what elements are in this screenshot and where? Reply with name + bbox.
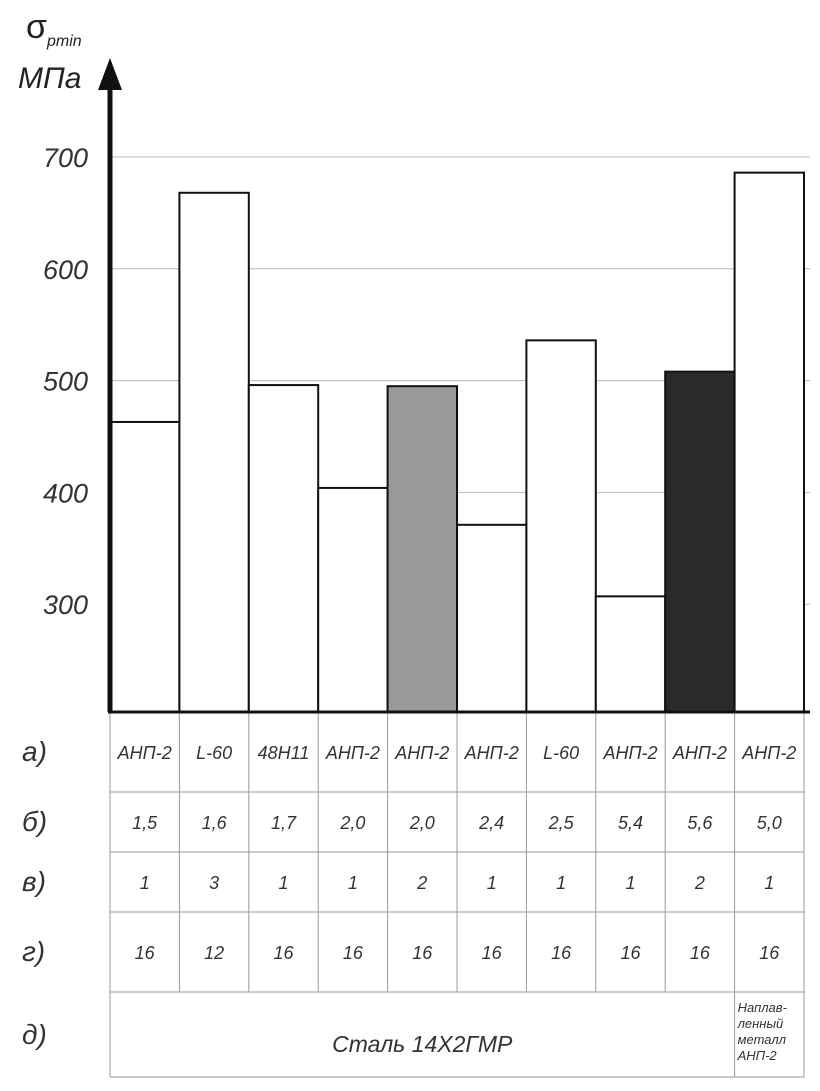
table-row-label: а) [22, 736, 47, 767]
bar [109, 420, 181, 713]
table-cell: 5,4 [618, 813, 643, 833]
table-cell: L-60 [196, 743, 232, 763]
table-cell: АНП-2 [394, 743, 449, 763]
table-cell: 16 [690, 943, 711, 963]
bar [178, 191, 250, 713]
y-axis-arrow-icon [98, 58, 122, 90]
table-cell: 1 [278, 873, 288, 893]
table-cell: 5,6 [687, 813, 713, 833]
y-tick-label: 700 [43, 143, 88, 173]
table-cell: 12 [204, 943, 224, 963]
table-cell: 16 [135, 943, 156, 963]
table-cell: АНП-2 [464, 743, 519, 763]
data-table: а) АНП-2 L-60 48Н11 АНП-2 АНП-2 АНП-2 L-60 АНП-2… [22, 712, 805, 1078]
y-axis-symbol-subscript: pmin [46, 33, 82, 50]
table-cell: 16 [620, 943, 641, 963]
table-cell: АНП-2 [117, 743, 172, 763]
table-cell: 16 [551, 943, 572, 963]
table-cell: 1 [625, 873, 635, 893]
table-cell: 16 [759, 943, 780, 963]
bar [317, 486, 389, 714]
table-row-label: г) [22, 936, 45, 967]
y-tick-labels: 300 400 500 600 700 [43, 143, 88, 620]
bar [456, 523, 528, 714]
table-cell: АНП-2 [741, 743, 796, 763]
table-cell: 5,0 [757, 813, 782, 833]
table-cell: 16 [273, 943, 294, 963]
table-cell: 2 [416, 873, 427, 893]
table-cell: 16 [482, 943, 503, 963]
table-cell: 2 [694, 873, 705, 893]
table-cell: 2,4 [478, 813, 504, 833]
table-cell: 48Н11 [258, 743, 310, 763]
deposited-metal-note: металл [738, 1032, 787, 1047]
bar [664, 370, 736, 713]
table-cell: 1,7 [271, 813, 297, 833]
y-tick-label: 500 [43, 367, 88, 397]
table-cell: 1,6 [202, 813, 228, 833]
table-cell: АНП-2 [602, 743, 657, 763]
steel-grade-label: Сталь 14Х2ГМР [332, 1031, 513, 1057]
bar [386, 385, 459, 713]
bar [733, 171, 805, 714]
table-row-label: в) [22, 866, 46, 897]
table-cell: 2,0 [409, 813, 435, 833]
bar [594, 595, 667, 714]
table-row-label: д) [22, 1019, 47, 1050]
table-cell: 1 [348, 873, 358, 893]
bars [109, 171, 805, 714]
table-cell: 2,5 [548, 813, 575, 833]
table-cell: 1 [487, 873, 497, 893]
y-tick-label: 600 [43, 255, 88, 285]
table-row-label: б) [22, 806, 47, 837]
table-cell: 16 [412, 943, 433, 963]
deposited-metal-note: АНП-2 [737, 1048, 778, 1063]
y-tick-label: 400 [43, 478, 88, 508]
y-axis-symbol: σpmin [26, 8, 82, 50]
deposited-metal-note: Наплав- [738, 1000, 788, 1015]
table-cell: 1 [140, 873, 150, 893]
bar [525, 339, 597, 713]
table-cell: АНП-2 [325, 743, 380, 763]
table-cell: L-60 [543, 743, 579, 763]
y-axis-unit: МПа [18, 62, 81, 95]
table-cell: 1 [764, 873, 774, 893]
table-cell: 2,0 [339, 813, 365, 833]
bar [247, 384, 320, 713]
y-tick-label: 300 [43, 590, 88, 620]
deposited-metal-note: ленный [737, 1016, 784, 1031]
table-cell: 3 [209, 873, 219, 893]
table-cell: 1 [556, 873, 566, 893]
table-cell: 1,5 [132, 813, 158, 833]
table-cell: 16 [343, 943, 364, 963]
y-axis-symbol-main: σ [26, 8, 47, 46]
table-cell: АНП-2 [672, 743, 727, 763]
